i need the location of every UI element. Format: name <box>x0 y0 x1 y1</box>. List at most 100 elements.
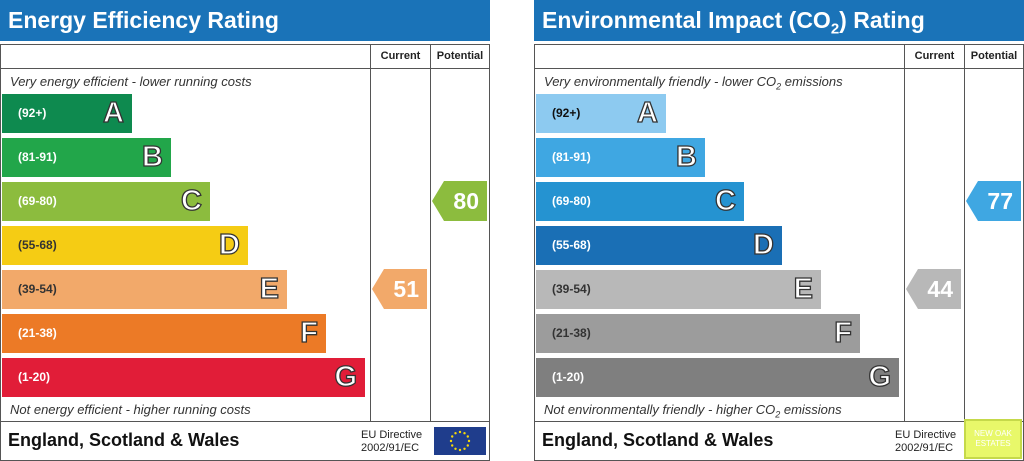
eu-star <box>454 447 457 450</box>
band-range-label: (39-54) <box>18 282 57 296</box>
logo-line-2: ESTATES <box>975 439 1011 448</box>
band-range-label: (92+) <box>18 106 47 120</box>
band-letter: G <box>334 360 358 393</box>
band-range-label: (81-91) <box>552 150 591 164</box>
bottom-caption: Not environmentally friendly - higher CO… <box>544 402 842 420</box>
divider <box>964 44 965 422</box>
band-range-label: (1-20) <box>552 370 585 384</box>
arrow-polygon <box>432 181 487 221</box>
top-caption: Very environmentally friendly - lower CO… <box>544 74 843 92</box>
rating-band-e: (39-54) E <box>536 270 821 309</box>
rating-band-f: (21-38) F <box>2 314 326 353</box>
band-letter: E <box>793 272 814 305</box>
rating-band-a: (92+) A <box>2 94 132 133</box>
energy-efficiency-panel: Energy Efficiency Rating Current Potenti… <box>0 0 490 461</box>
band-range-label: (55-68) <box>18 238 57 252</box>
divider <box>0 421 490 422</box>
band-range-label: (39-54) <box>552 282 591 296</box>
band-range-label: (55-68) <box>552 238 591 252</box>
eu-star <box>463 447 466 450</box>
band-letter: A <box>636 96 658 129</box>
band-letter: D <box>752 228 774 261</box>
band-range-label: (21-38) <box>552 326 591 340</box>
band-range-label: (1-20) <box>18 370 51 384</box>
band-letter: B <box>141 140 163 173</box>
potential-column-header: Potential <box>436 50 484 62</box>
rating-band-d: (55-68) D <box>536 226 782 265</box>
current-rating-arrow: 44 <box>906 269 961 309</box>
eu-star <box>458 430 462 434</box>
rating-band-e: (39-54) E <box>2 270 287 309</box>
eu-star <box>466 435 469 438</box>
potential-rating-arrow: 77 <box>966 181 1021 221</box>
current-rating-arrow: 51 <box>372 269 427 309</box>
rating-band-a: (92+) A <box>536 94 666 133</box>
energy-title: Energy Efficiency Rating <box>0 0 490 41</box>
eu-star <box>454 432 457 435</box>
divider <box>534 68 1024 69</box>
logo-line-1: NEW OAK <box>974 429 1012 438</box>
region-label: England, Scotland & Wales <box>542 430 774 450</box>
current-rating-value: 51 <box>393 276 419 302</box>
rating-band-f: (21-38) F <box>536 314 860 353</box>
eu-star <box>451 444 454 447</box>
eu-star <box>451 435 454 438</box>
directive-line-1: EU Directive <box>895 429 957 441</box>
band-letter: F <box>834 316 853 349</box>
potential-rating-arrow: 80 <box>432 181 487 221</box>
potential-rating-value: 77 <box>987 188 1013 214</box>
arrow-shape <box>906 269 961 309</box>
arrow-polygon <box>372 269 427 309</box>
potential-column-header: Potential <box>970 50 1018 62</box>
band-letter: E <box>259 272 280 305</box>
directive-line-2: 2002/91/EC <box>895 442 954 454</box>
current-column-header: Current <box>380 50 421 62</box>
band-letter: C <box>714 184 736 217</box>
rating-band-c: (69-80) C <box>2 182 210 221</box>
eu-star <box>463 432 466 435</box>
eu-star <box>466 444 469 447</box>
eu-star <box>458 448 462 452</box>
environment-title: Environmental Impact (CO2) Rating <box>534 0 1024 41</box>
band-letter: D <box>218 228 240 261</box>
potential-rating-value: 80 <box>453 188 479 214</box>
eu-stars <box>449 430 471 452</box>
band-range-label: (81-91) <box>18 150 57 164</box>
eu-directive-text: EU Directive 2002/91/EC <box>895 429 956 455</box>
current-column-header: Current <box>914 50 955 62</box>
band-range-label: (69-80) <box>552 194 591 208</box>
rating-band-c: (69-80) C <box>536 182 744 221</box>
divider <box>904 44 905 422</box>
directive-line-2: 2002/91/EC <box>361 442 420 454</box>
band-letter: B <box>675 140 697 173</box>
band-letter: G <box>868 360 892 393</box>
current-rating-value: 44 <box>927 276 953 302</box>
divider <box>0 68 490 69</box>
arrow-polygon <box>966 181 1021 221</box>
band-letter: C <box>180 184 202 217</box>
directive-line-1: EU Directive <box>361 429 423 441</box>
rating-band-g: (1-20) G <box>536 358 899 397</box>
arrow-shape <box>966 181 1021 221</box>
arrow-shape <box>432 181 487 221</box>
region-label: England, Scotland & Wales <box>8 430 240 450</box>
estate-agent-logo: NEW OAK ESTATES <box>964 419 1022 459</box>
band-range-label: (69-80) <box>18 194 57 208</box>
rating-band-b: (81-91) B <box>536 138 705 177</box>
rating-band-d: (55-68) D <box>2 226 248 265</box>
divider <box>430 44 431 422</box>
band-range-label: (92+) <box>552 106 581 120</box>
arrow-shape <box>372 269 427 309</box>
divider <box>534 421 1024 422</box>
eu-flag-icon <box>434 427 486 455</box>
rating-band-g: (1-20) G <box>2 358 365 397</box>
divider <box>370 44 371 422</box>
band-range-label: (21-38) <box>18 326 57 340</box>
top-caption: Very energy efficient - lower running co… <box>10 74 252 89</box>
environmental-impact-panel: Environmental Impact (CO2) Rating Curren… <box>534 0 1024 461</box>
band-letter: F <box>300 316 319 349</box>
eu-directive-text: EU Directive 2002/91/EC <box>361 429 422 455</box>
rating-band-b: (81-91) B <box>2 138 171 177</box>
band-letter: A <box>102 96 124 129</box>
eu-star <box>449 439 453 443</box>
